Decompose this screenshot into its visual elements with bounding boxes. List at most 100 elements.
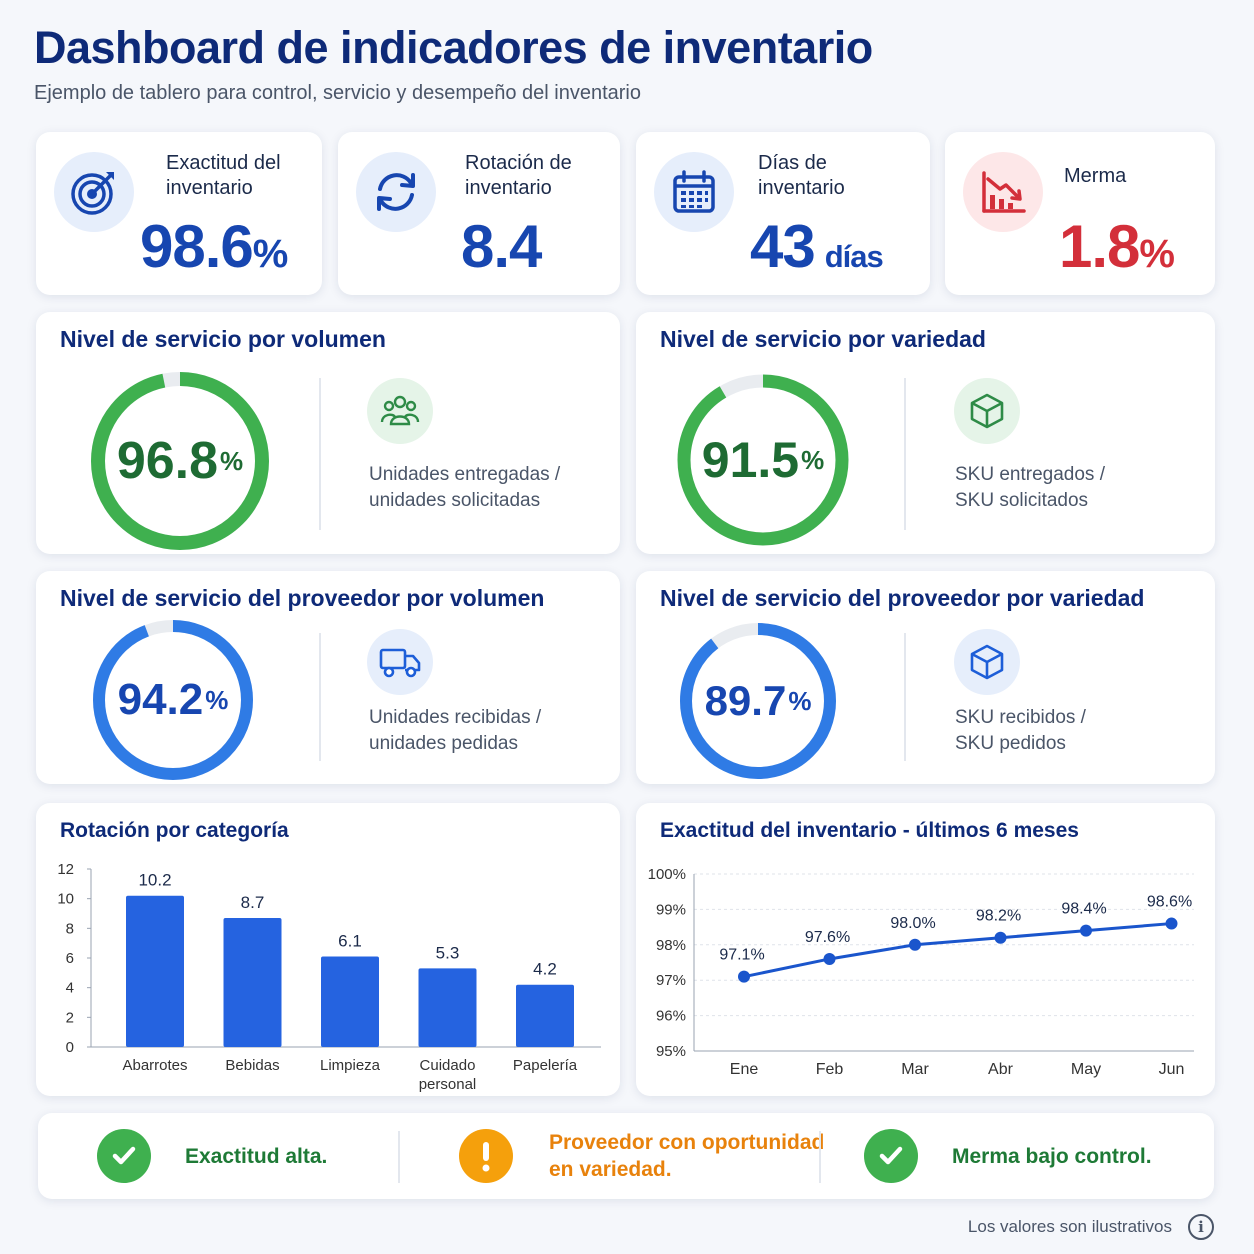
x-tick-label: May [1071,1061,1101,1078]
truck-icon [367,629,433,695]
page-header: Dashboard de indicadores de inventario E… [34,22,873,105]
card-title: Nivel de servicio del proveedor por vari… [660,585,1145,611]
data-label: 98.0% [890,915,935,932]
data-label: 98.4% [1061,901,1106,918]
bar [126,895,184,1047]
card-title: Nivel de servicio del proveedor por volu… [60,585,545,611]
kpi-card-days: Días de inventario 43 días [636,132,930,295]
kpi-value: 98.6% [140,213,288,280]
divider [319,378,321,530]
page-subtitle: Ejemplo de tablero para control, servici… [34,82,642,104]
kpi-card-shrinkage: Merma 1.8% [945,132,1215,295]
ring-progress [680,623,836,779]
decline-chart-icon [963,152,1043,232]
x-tick-label: Abr [988,1061,1014,1078]
kpi-label: Días de inventario [758,152,845,199]
service-card-supplier-volume: Nivel de servicio del proveedor por volu… [36,571,620,784]
chart-title: Rotación por categoría [60,819,289,842]
page-title: Dashboard de indicadores de inventario [34,22,873,73]
x-tick-label: Limpieza [320,1057,381,1074]
divider [904,633,906,761]
bar-value-label: 10.2 [138,871,171,890]
line-chart: 95% 96% 97% 98% 99% 100% 97.1% Ene 97.6% Feb 98.0%… [648,866,1194,1078]
data-label: 98.2% [976,908,1021,925]
data-point [738,970,750,983]
status-text: Merma bajo control. [952,1144,1152,1168]
info-icon[interactable]: i [1188,1214,1214,1240]
status-accuracy: Exactitud alta. [97,1129,327,1183]
y-tick-label: 10 [57,891,74,908]
status-bar: Exactitud alta. Proveedor con oportunida… [38,1113,1214,1199]
service-description: Unidades entregadas / unidades solicitada… [369,464,561,511]
x-tick-label: Cuidado [420,1057,476,1074]
target-icon [54,152,134,232]
exclamation-icon [459,1129,513,1183]
ring-progress [93,620,253,780]
data-label: 97.6% [805,929,850,946]
bar-value-label: 6.1 [338,932,362,951]
kpi-label: Merma [1064,165,1127,187]
bar-value-label: 5.3 [436,943,460,962]
status-shrinkage: Merma bajo control. [864,1129,1152,1183]
data-point [909,938,921,951]
service-card-variety: Nivel de servicio por variedad 91.5% SKU… [636,312,1215,554]
kpi-label: Rotación de inventario [465,152,572,199]
status-text: Proveedor con oportunidad en variedad. [549,1131,825,1181]
service-card-volume: Nivel de servicio por volumen 96.8% Unid… [36,312,620,554]
y-tick-label: 97% [656,972,686,989]
ring-progress [677,374,849,546]
divider [904,378,906,530]
people-icon [367,378,433,444]
service-ring [677,374,849,546]
kpi-value: 43 días [750,213,884,280]
kpi-card-rotation: Rotación de inventario 8.4 [338,132,620,295]
bar [321,956,379,1047]
check-icon [97,1129,151,1183]
x-tick-label: Bebidas [225,1057,279,1074]
card-title: Nivel de servicio por variedad [660,326,986,352]
service-description: SKU entregados / SKU solicitados [955,464,1105,511]
service-description: SKU recibidos / SKU pedidos [955,707,1086,754]
ring-value: 91.5% [701,432,825,488]
y-tick-label: 95% [656,1043,686,1060]
service-ring [93,620,253,780]
ring-value: 94.2% [117,675,229,724]
footer-note: Los valores son ilustrativos i [968,1214,1214,1240]
check-icon [864,1129,918,1183]
y-tick-label: 12 [57,861,74,878]
y-tick-label: 6 [66,950,74,967]
data-point [994,931,1007,944]
status-supplier: Proveedor con oportunidad en variedad. [459,1129,824,1183]
data-label: 97.1% [719,947,764,964]
service-card-supplier-variety: Nivel de servicio del proveedor por vari… [636,571,1215,784]
bar [516,984,574,1047]
x-tick-label: Papelería [513,1057,578,1074]
ring-value: 89.7% [704,677,812,724]
ring-progress [91,372,269,550]
footer-text: Los valores son ilustrativos [967,1217,1172,1236]
y-tick-label: 100% [648,866,686,883]
y-tick-label: 4 [66,980,74,997]
x-tick-label: Feb [816,1061,844,1078]
bar [223,917,282,1047]
box-icon [954,378,1020,444]
x-tick-label: personal [419,1076,477,1093]
y-tick-label: 98% [656,937,686,954]
y-tick-label: 8 [66,920,74,937]
bar-value-label: 4.2 [533,960,557,979]
box-icon [954,629,1020,695]
chart-title: Exactitud del inventario - últimos 6 mes… [660,819,1079,842]
y-tick-label: 0 [66,1039,74,1056]
divider [319,633,321,761]
data-point [1080,924,1092,937]
service-ring [91,372,269,550]
calendar-icon [654,152,734,232]
ring-value: 96.8% [116,432,244,490]
y-tick-label: 2 [66,1009,74,1026]
bar [418,968,477,1047]
line-chart-card: Exactitud del inventario - últimos 6 mes… [636,803,1215,1096]
data-label: 98.6% [1147,894,1192,911]
divider [819,1131,821,1183]
kpi-label: Exactitud del inventario [166,152,281,199]
refresh-icon [356,152,436,232]
